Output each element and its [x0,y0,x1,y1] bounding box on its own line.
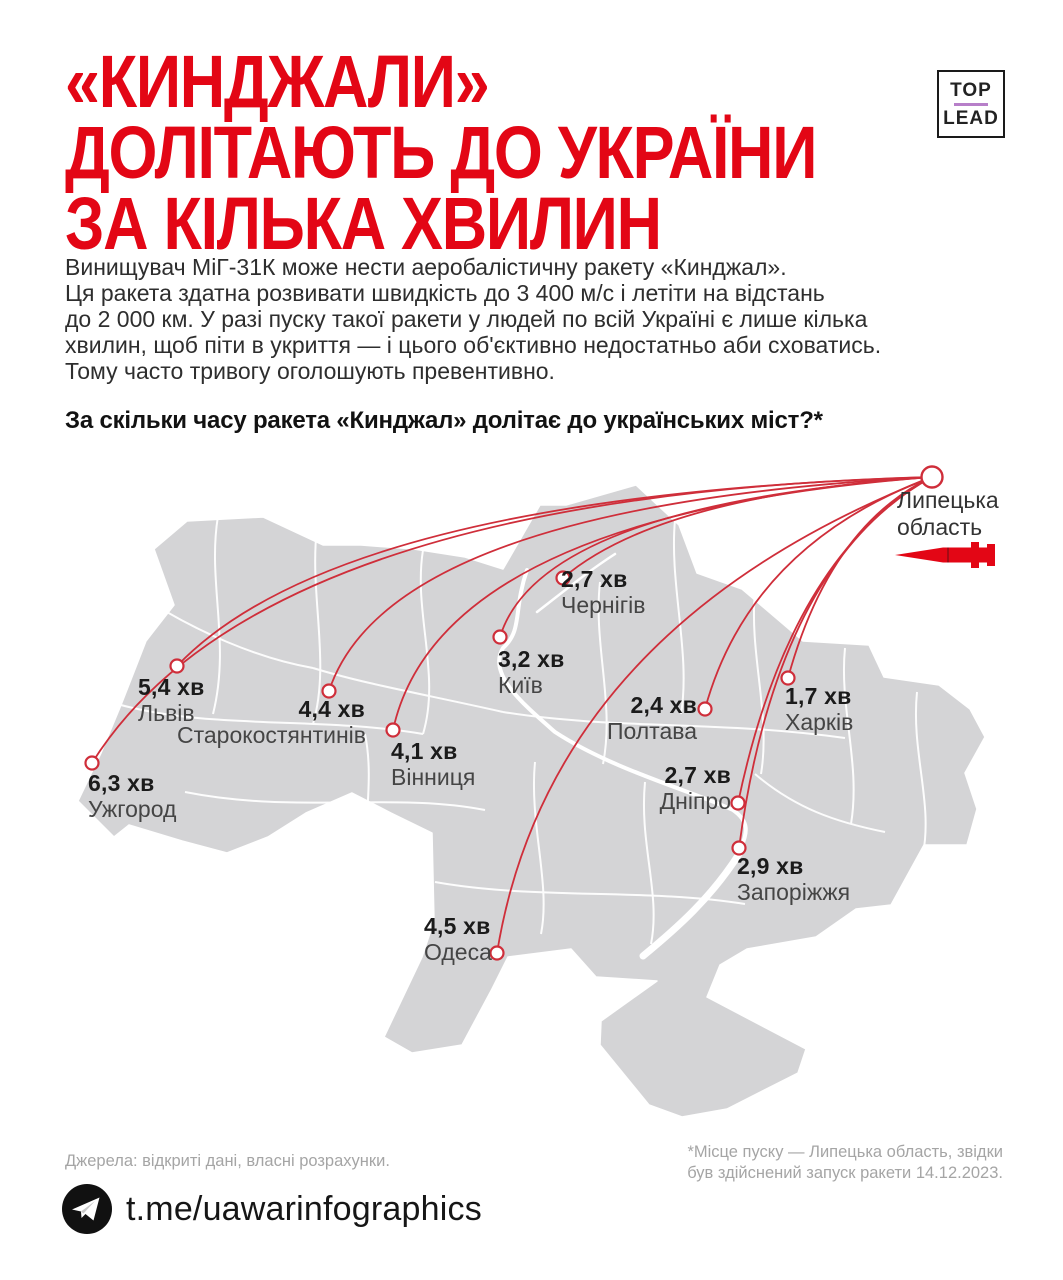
ukraine-map [55,462,1015,1127]
city-name: Полтава [606,718,697,744]
telegram-link[interactable]: t.me/uawarinfographics [62,1184,482,1234]
city-label-vinnytsia: 4,1 хв Вінниця [391,738,475,790]
oblast-borders [120,515,927,945]
dot-lviv [169,658,185,674]
city-name: Харків [785,709,854,735]
city-name: Запоріжжя [737,879,851,905]
city-name: Львів [138,700,195,726]
arc-starokost [328,476,933,692]
intro-line: Винищувач МіГ-31К може нести аеробалісти… [65,254,787,280]
arc-odesa [496,476,933,954]
ukraine-map-svg [77,465,995,1118]
time-value: 4,1 хв [391,738,458,764]
time-value: 5,4 хв [138,674,205,700]
arc-lviv [176,476,933,667]
footnote-line: *Місце пуску — Липецька область, звідки [687,1143,1003,1161]
city-name: Старокостянтинів [177,722,366,748]
missile-icon [895,542,995,568]
map-question-heading: За скільки часу ракета «Кинджал» долітає… [65,407,823,434]
sources-note: Джерела: відкриті дані, власні розрахунк… [65,1152,390,1170]
city-label-kharkiv: 1,7 хв Харків [785,683,853,735]
city-dots [84,570,796,961]
intro-line: до 2 000 км. У разі пуску такої ракети у… [65,306,868,332]
time-value: 4,5 хв [424,913,491,939]
dot-odesa [489,945,505,961]
city-name: Дніпро [659,788,731,814]
time-value: 6,3 хв [88,770,155,796]
dot-kyiv [492,629,508,645]
dot-kharkiv [780,670,796,686]
dot-vinnytsia [385,722,401,738]
intro-line: хвилин, щоб піти в укриття — і цього об'… [65,332,882,358]
city-name: Ужгород [88,796,177,822]
city-label-dnipro: 2,7 хв Дніпро [580,762,731,814]
city-label-chernihiv: 2,7 хв Чернігів [561,566,645,618]
title-line-2: ДОЛІТАЮТЬ ДО УКРАЇНИ [65,111,817,194]
time-value: 1,7 хв [785,683,852,709]
title-line-3: ЗА КІЛЬКА ХВИЛИН [65,182,662,265]
page-title: «КИНДЖАЛИ» ДОЛІТАЮТЬ ДО УКРАЇНИ ЗА КІЛЬК… [65,40,817,265]
city-label-odesa: 4,5 хв Одеса [424,913,492,965]
logo-lead-text: LEAD [943,107,999,129]
time-value: 2,7 хв [664,762,731,788]
dot-poltava [697,701,713,717]
city-label-starokostiantyniv: 4,4 хв Старокостянтинів [177,696,366,748]
city-name: Вінниця [391,764,476,790]
city-label-kyiv: 3,2 хв Київ [498,646,565,698]
time-value: 4,4 хв [298,696,365,722]
city-label-poltava: 2,4 хв Полтава [540,692,697,744]
city-name: Одеса [424,939,492,965]
intro-line: Ця ракета здатна розвивати швидкість до … [65,280,825,306]
city-name: Чернігів [561,592,646,618]
arc-poltava [704,476,933,710]
launch-site-label: Липецька область [897,487,999,540]
arc-zaporizhzhia [738,476,933,849]
logo-top-text: TOP [950,79,992,101]
city-label-uzhhorod: 6,3 хв Ужгород [88,770,176,822]
intro-line: Тому часто тривогу оголошують превентивн… [65,358,555,384]
dot-uzhhorod [84,755,100,771]
time-value: 2,9 хв [737,853,804,879]
footnote-line: був здійснений запуск ракети 14.12.2023. [687,1164,1003,1182]
city-label-lviv: 5,4 хв Львів [138,674,205,726]
ukraine-landmass [77,484,986,1118]
city-name: Київ [498,672,543,698]
time-value: 2,4 хв [630,692,697,718]
dot-starokost [321,683,337,699]
intro-paragraph: Винищувач МіГ-31К може нести аеробалісти… [65,254,995,384]
dot-chernihiv [555,570,571,586]
telegram-handle-text[interactable]: t.me/uawarinfographics [126,1189,482,1228]
telegram-icon[interactable] [62,1184,112,1234]
logo-divider [954,102,988,106]
time-value: 2,7 хв [561,566,628,592]
time-value: 3,2 хв [498,646,565,672]
dot-zaporizhzhia [731,840,747,856]
title-line-1: «КИНДЖАЛИ» [65,40,490,123]
trajectory-arcs [91,476,933,954]
top-lead-logo: TOP LEAD [937,70,1005,138]
arc-chernihiv [562,476,933,579]
launch-point-dot [920,465,944,489]
launch-footnote: *Місце пуску — Липецька область, звідки … [673,1142,1003,1184]
dnipro-river [497,552,748,960]
city-label-zaporizhzhia: 2,9 хв Запоріжжя [737,853,850,905]
dot-dnipro [730,795,746,811]
